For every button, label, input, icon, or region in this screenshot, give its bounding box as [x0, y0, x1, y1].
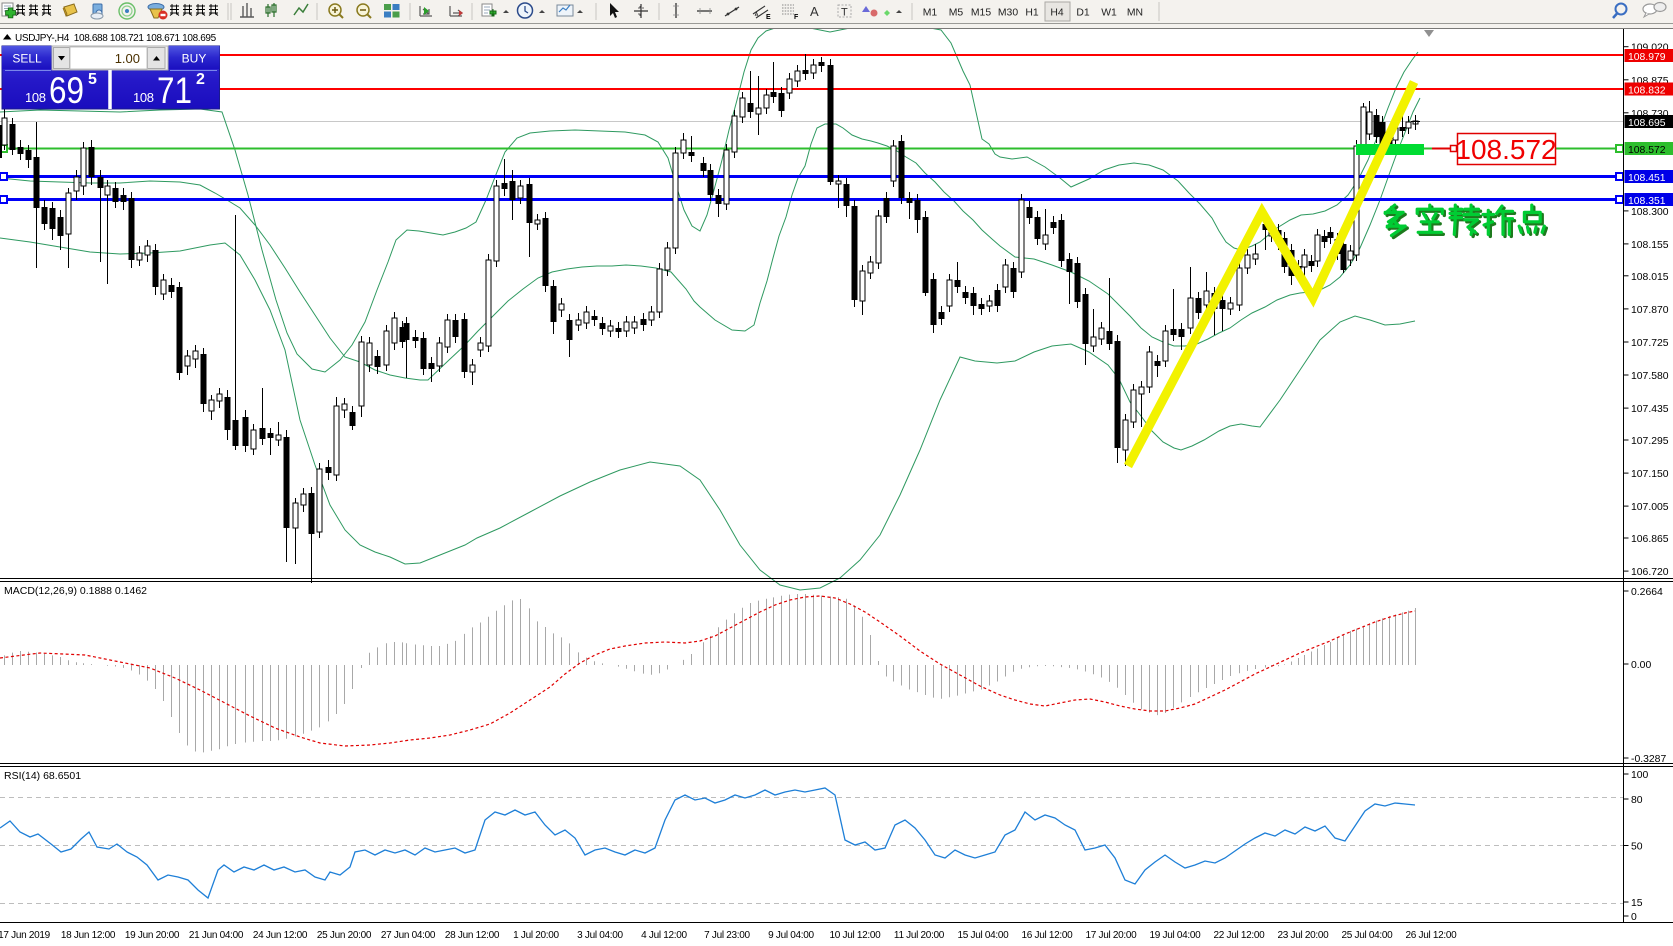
svg-text:USDJPY-,H4 108.688 108.721 10: USDJPY-,H4 108.688 108.721 108.671 108.6… — [15, 33, 217, 44]
svg-text:108.832: 108.832 — [1628, 86, 1666, 97]
svg-text:106.720: 106.720 — [1631, 567, 1669, 578]
svg-text:108.979: 108.979 — [1628, 52, 1666, 63]
svg-text:27 Jun 04:00: 27 Jun 04:00 — [381, 930, 436, 941]
svg-text:26 Jul 12:00: 26 Jul 12:00 — [1406, 930, 1458, 941]
svg-text:108.572: 108.572 — [1628, 145, 1666, 156]
svg-text:15 Jul 04:00: 15 Jul 04:00 — [958, 930, 1010, 941]
svg-text:BUY: BUY — [182, 52, 207, 66]
svg-text:19 Jun 20:00: 19 Jun 20:00 — [125, 930, 180, 941]
svg-text:MACD(12,26,9) 0.1888 0.1462: MACD(12,26,9) 0.1888 0.1462 — [4, 585, 147, 597]
svg-text:M5: M5 — [949, 8, 964, 19]
svg-text:11 Jul 20:00: 11 Jul 20:00 — [894, 930, 945, 941]
svg-text:H1: H1 — [1025, 8, 1039, 19]
svg-text:10 Jul 12:00: 10 Jul 12:00 — [830, 930, 882, 941]
svg-text:M1: M1 — [923, 8, 938, 19]
svg-text:109.020: 109.020 — [1631, 43, 1669, 54]
svg-text:71: 71 — [157, 71, 192, 112]
svg-text:28 Jun 12:00: 28 Jun 12:00 — [445, 930, 500, 941]
svg-text:107.435: 107.435 — [1631, 404, 1669, 415]
svg-text:50: 50 — [1631, 842, 1643, 853]
svg-text:108: 108 — [25, 90, 46, 105]
svg-text:RSI(14) 68.6501: RSI(14) 68.6501 — [4, 770, 81, 782]
svg-text:D1: D1 — [1076, 8, 1090, 19]
svg-text:19 Jul 04:00: 19 Jul 04:00 — [1150, 930, 1202, 941]
svg-text:108.875: 108.875 — [1631, 76, 1669, 87]
svg-text:108.155: 108.155 — [1631, 240, 1669, 251]
svg-text:107.295: 107.295 — [1631, 436, 1669, 447]
svg-text:H4: H4 — [1050, 8, 1064, 19]
svg-text:21 Jun 04:00: 21 Jun 04:00 — [189, 930, 244, 941]
svg-text:0.2664: 0.2664 — [1631, 587, 1663, 598]
svg-text:0.00: 0.00 — [1631, 660, 1651, 671]
svg-text:E: E — [766, 14, 771, 21]
svg-text:SELL: SELL — [12, 52, 42, 66]
svg-text:23 Jul 20:00: 23 Jul 20:00 — [1278, 930, 1330, 941]
svg-text:1.00: 1.00 — [115, 51, 140, 66]
svg-text:7 Jul 23:00: 7 Jul 23:00 — [704, 930, 750, 941]
svg-text:108.015: 108.015 — [1631, 272, 1669, 283]
svg-text:22 Jul 12:00: 22 Jul 12:00 — [1214, 930, 1266, 941]
svg-text:80: 80 — [1631, 795, 1643, 806]
svg-text:15: 15 — [1631, 898, 1643, 909]
svg-text:W1: W1 — [1101, 8, 1117, 19]
svg-text:25 Jul 04:00: 25 Jul 04:00 — [1342, 930, 1394, 941]
svg-text:M30: M30 — [998, 8, 1018, 19]
svg-text:2: 2 — [196, 71, 205, 88]
svg-text:25 Jun 20:00: 25 Jun 20:00 — [317, 930, 372, 941]
svg-text:100: 100 — [1631, 770, 1649, 781]
svg-text:T: T — [841, 7, 848, 19]
svg-text:17 Jun 2019: 17 Jun 2019 — [0, 930, 51, 941]
svg-text:16 Jul 12:00: 16 Jul 12:00 — [1022, 930, 1074, 941]
svg-text:108.572: 108.572 — [1455, 134, 1556, 165]
svg-text:69: 69 — [49, 71, 84, 112]
svg-text:9 Jul 04:00: 9 Jul 04:00 — [768, 930, 814, 941]
svg-text:108: 108 — [133, 90, 154, 105]
svg-text:A: A — [810, 4, 819, 19]
svg-text:108.730: 108.730 — [1631, 109, 1669, 120]
svg-text:17 Jul 20:00: 17 Jul 20:00 — [1086, 930, 1138, 941]
svg-text:5: 5 — [88, 71, 97, 88]
svg-text:107.005: 107.005 — [1631, 502, 1669, 513]
svg-text:0: 0 — [1631, 912, 1637, 923]
svg-text:F: F — [794, 14, 799, 21]
svg-text:106.865: 106.865 — [1631, 534, 1669, 545]
svg-text:107.580: 107.580 — [1631, 371, 1669, 382]
svg-text:1 Jul 20:00: 1 Jul 20:00 — [513, 930, 559, 941]
svg-text:107.150: 107.150 — [1631, 469, 1669, 480]
svg-text:24 Jun 12:00: 24 Jun 12:00 — [253, 930, 308, 941]
svg-text:107.870: 107.870 — [1631, 305, 1669, 316]
svg-text:4 Jul 12:00: 4 Jul 12:00 — [641, 930, 687, 941]
svg-text:MN: MN — [1127, 8, 1143, 19]
svg-text:18 Jun 12:00: 18 Jun 12:00 — [61, 930, 116, 941]
svg-text:108.300: 108.300 — [1631, 207, 1669, 218]
svg-text:-0.3287: -0.3287 — [1631, 754, 1666, 765]
svg-text:108.451: 108.451 — [1628, 173, 1666, 184]
svg-text:M15: M15 — [971, 8, 991, 19]
svg-text:3 Jul 04:00: 3 Jul 04:00 — [577, 930, 623, 941]
svg-text:108.695: 108.695 — [1628, 118, 1666, 129]
svg-text:107.725: 107.725 — [1631, 338, 1669, 349]
svg-text:108.351: 108.351 — [1628, 196, 1666, 207]
